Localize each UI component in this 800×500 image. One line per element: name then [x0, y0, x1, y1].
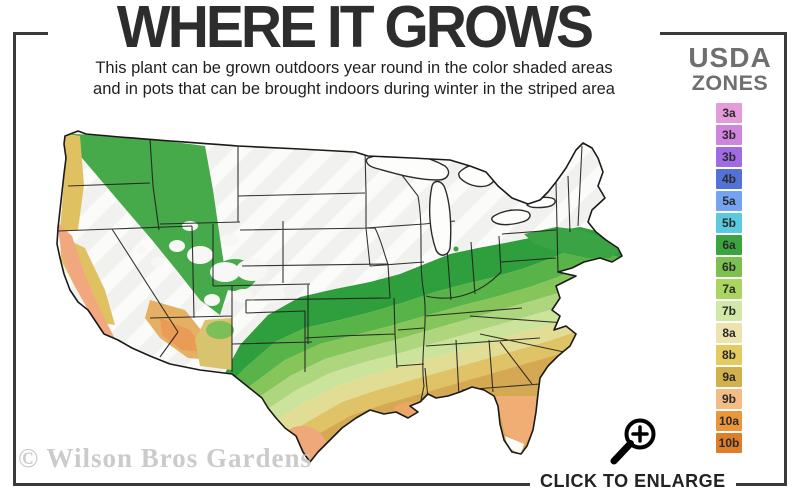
- legend-zone-swatch-1-3b: 3b: [716, 125, 742, 145]
- subtitle: This plant can be grown outdoors year ro…: [48, 58, 660, 101]
- subtitle-line-2: and in pots that can be brought indoors …: [93, 80, 615, 99]
- zones-label: ZONES: [691, 71, 769, 95]
- legend-zone-swatch-12-9a: 9a: [716, 367, 742, 387]
- legend-zone-swatch-9-7b: 7b: [716, 301, 742, 321]
- legend-zone-swatch-10-8a: 8a: [716, 323, 742, 343]
- legend-zone-list: 3a 3b 3b 4b 5a 5b 6a 6b 7a 7b 8a 8b 9a 9b 10a 10b: [716, 103, 743, 455]
- subtitle-line-1: This plant can be grown outdoors year ro…: [95, 59, 613, 77]
- click-to-enlarge-button[interactable]: CLICK TO ENLARGE: [530, 471, 736, 492]
- legend-zone-swatch-15-10b: 10b: [716, 433, 742, 453]
- legend-zone-swatch-4-5a: 5a: [716, 191, 742, 211]
- legend-zone-swatch-11-8b: 8b: [716, 345, 742, 365]
- legend-zone-swatch-3-4b: 4b: [716, 169, 742, 189]
- legend-zone-swatch-13-9b: 9b: [716, 389, 742, 409]
- state-borders: [57, 138, 583, 411]
- usda-label: USDA: [688, 42, 772, 73]
- legend-zone-swatch-6-6a: 6a: [716, 235, 742, 255]
- watermark: © Wilson Bros Gardens: [18, 443, 312, 473]
- legend-zone-swatch-7-6b: 6b: [716, 257, 742, 277]
- south-florida-unshaded: [505, 436, 524, 454]
- page-title: WHERE IT GROWS: [48, 0, 660, 61]
- us-hardiness-zone-map[interactable]: [55, 122, 670, 484]
- magnifier-plus-icon[interactable]: [604, 414, 662, 468]
- legend-zone-swatch-14-10a: 10a: [716, 411, 742, 431]
- legend-zone-swatch-2-3b: 3b: [716, 147, 742, 167]
- legend-zone-swatch-5-5b: 5b: [716, 213, 742, 233]
- legend-zone-swatch-0-3a: 3a: [716, 103, 742, 123]
- legend-zone-swatch-8-7a: 7a: [716, 279, 742, 299]
- us-outline: [56, 130, 623, 463]
- usda-zones-heading: USDA ZONES: [680, 44, 780, 95]
